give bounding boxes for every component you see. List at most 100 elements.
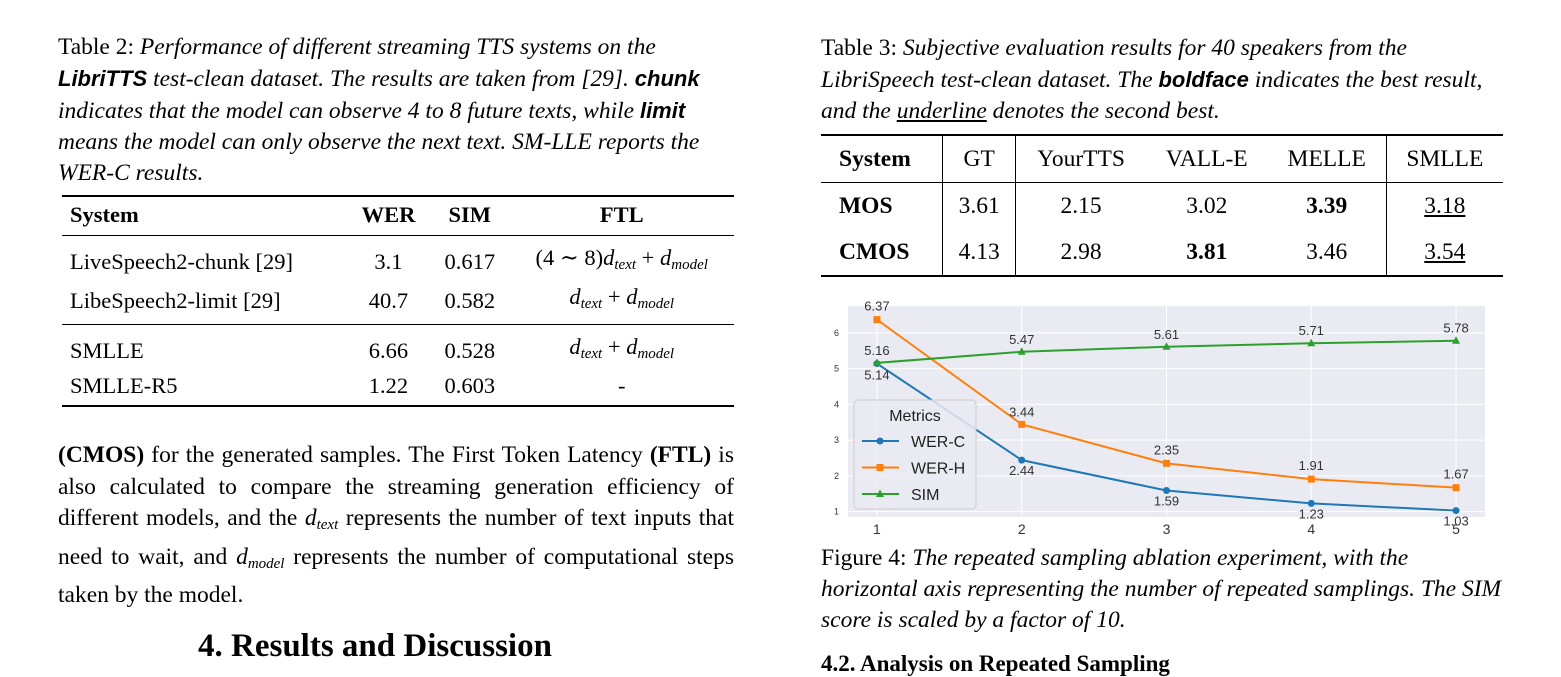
table2-sim-cell: 0.528 xyxy=(430,324,510,370)
table3-header-row: System GT YourTTS VALL-E MELLE SMLLE xyxy=(821,134,1503,183)
caption-fragment: boldface xyxy=(1158,67,1249,92)
point-wer-h xyxy=(1452,484,1460,492)
table2-caption-label: Table 2: xyxy=(58,34,140,60)
ftl-text-sub: text xyxy=(580,296,603,312)
table2-caption-text: Performance of different streaming TTS s… xyxy=(58,34,700,186)
caption-fragment: underline xyxy=(896,98,987,124)
caption-fragment: indicates that the model can observe 4 t… xyxy=(58,98,640,124)
math-d: d xyxy=(236,543,248,570)
ftl-model-sub: model xyxy=(637,346,675,362)
ftl-model-sub: model xyxy=(671,257,708,273)
math-var: dtext xyxy=(304,505,339,533)
table2-header-row: System WER SIM FTL xyxy=(62,195,734,236)
y-tick-label: 1 xyxy=(834,507,839,517)
ftl-text-sub: text xyxy=(614,257,637,273)
ftl-text-sub: text xyxy=(580,346,603,362)
table2-header-ftl: FTL xyxy=(509,195,734,236)
table3-value-cell: 3.61 xyxy=(941,182,1016,229)
table3-value: 3.39 xyxy=(1306,192,1348,219)
table3-value: 3.54 xyxy=(1424,238,1466,265)
legend-label: WER-C xyxy=(911,434,965,451)
point-sim xyxy=(1307,338,1316,347)
table3-header-cell: SMLLE xyxy=(1385,134,1503,183)
table3-row-label: CMOS xyxy=(821,229,943,277)
ftl-d: d xyxy=(603,245,615,270)
y-tick-label: 4 xyxy=(834,399,839,409)
table3-row-label: MOS xyxy=(839,192,893,219)
body-fragment: for the generated samples. The First Tok… xyxy=(144,442,650,468)
x-tick-label: 2 xyxy=(1018,521,1026,537)
data-label: 1.59 xyxy=(1154,494,1179,509)
math-sub: text xyxy=(316,517,339,533)
x-tick-label: 5 xyxy=(1452,521,1460,537)
figure4-chart: 1 2 3 4 5 6 1 2 3 4 5 5.14 2.44 1.59 1.23 1.03 6.37 3.44 2… xyxy=(821,296,1503,544)
data-label: 1.91 xyxy=(1299,458,1324,473)
data-label: 5.61 xyxy=(1154,327,1179,342)
y-tick-label: 3 xyxy=(834,435,839,445)
table3-value: 3.81 xyxy=(1186,238,1228,265)
data-label: 1.03 xyxy=(1443,514,1468,529)
point-sim xyxy=(1017,347,1026,355)
table-row: CMOS 4.13 2.98 3.81 3.46 3.54 xyxy=(821,229,1503,277)
table3-value-cell: 3.39 xyxy=(1268,183,1386,230)
table3-caption-text: Subjective evaluation results for 40 spe… xyxy=(821,35,1482,124)
point-wer-c xyxy=(1018,456,1026,464)
figure4-caption: Figure 4: The repeated sampling ablation… xyxy=(821,543,1503,636)
table2-body: LiveSpeech2-chunk [29] 3.1 0.617 (4 ∼ 8)dte… xyxy=(62,236,734,407)
ftl-prefix: (4 ∼ 8) xyxy=(535,245,604,270)
math-var: dmodel xyxy=(236,543,285,572)
ftl-model-sub: model xyxy=(637,296,675,312)
data-label: 2.44 xyxy=(1009,463,1034,478)
table3-value: 2.15 xyxy=(1060,192,1102,219)
table3-value-cell: 3.02 xyxy=(1146,183,1268,230)
subsection-heading: 4.2. Analysis on Repeated Sampling xyxy=(821,651,1170,676)
data-label: 5.14 xyxy=(864,368,889,383)
table3-caption-label: Table 3: xyxy=(821,35,903,61)
ftl-formula: dtext + dmodel xyxy=(569,334,675,362)
figure4-caption-text: The repeated sampling ablation experimen… xyxy=(821,545,1502,633)
legend-box xyxy=(853,399,977,510)
table2-header-wer: WER xyxy=(346,195,431,236)
table-row: SMLLE-R5 1.22 0.603 - xyxy=(62,370,734,407)
x-tick-label: 4 xyxy=(1307,521,1315,537)
table-row: MOS 3.61 2.15 3.02 3.39 3.18 xyxy=(821,182,1503,230)
table2-ftl-cell: - xyxy=(509,370,734,407)
data-label: 3.44 xyxy=(1009,404,1034,419)
table3-value-cell: 3.18 xyxy=(1385,182,1503,229)
caption-fragment: chunk xyxy=(634,66,700,91)
table2-wer-cell: 1.22 xyxy=(346,370,431,407)
table3-value-cell: 3.81 xyxy=(1145,229,1268,277)
y-tick-label: 6 xyxy=(834,328,839,338)
ftl-dash: - xyxy=(617,373,626,398)
ftl-d: d xyxy=(659,245,672,270)
point-wer-h xyxy=(1018,420,1026,428)
legend-marker xyxy=(876,489,884,497)
table3-value: 3.46 xyxy=(1306,238,1348,265)
point-wer-c xyxy=(1163,487,1170,495)
line-chart: 1 2 3 4 5 6 1 2 3 4 5 5.14 2.44 1.59 1.23 1.03 6.37 3.44 2… xyxy=(834,299,1485,537)
data-label: 5.16 xyxy=(864,343,889,358)
caption-fragment: test-clean dataset. The results are take… xyxy=(147,66,635,92)
table3-value-cell: 4.13 xyxy=(941,229,1016,277)
body-fragment: is also calculated to compare the stream… xyxy=(58,442,734,531)
table3-value-cell: 2.98 xyxy=(1015,229,1146,277)
section-heading: 4. Results and Discussion xyxy=(198,628,552,664)
table2-caption: Table 2: Performance of different stream… xyxy=(58,32,734,189)
table3-value: 3.02 xyxy=(1186,192,1228,219)
math-d: d xyxy=(304,505,317,531)
table3-caption: Table 3: Subjective evaluation results f… xyxy=(821,33,1503,127)
ftl-plus: + xyxy=(636,245,660,270)
table2-ftl-cell: (4 ∼ 8)dtext + dmodel xyxy=(509,236,734,282)
data-label: 5.78 xyxy=(1443,321,1468,336)
ftl-plus: + xyxy=(602,284,627,309)
table2-ftl-cell: dtext + dmodel xyxy=(509,324,734,370)
table2-wer-cell: 3.1 xyxy=(374,249,403,274)
table3-header-system: System xyxy=(821,134,943,183)
table3-header-cell: GT xyxy=(941,134,1016,183)
table2-header-system: System xyxy=(62,195,347,236)
data-label: 1.67 xyxy=(1443,467,1468,482)
table3-value-cell: 2.15 xyxy=(1015,182,1146,229)
table2-system-cell: SMLLE xyxy=(62,324,347,370)
data-label: 5.71 xyxy=(1299,323,1324,338)
math-sub: model xyxy=(247,555,285,572)
